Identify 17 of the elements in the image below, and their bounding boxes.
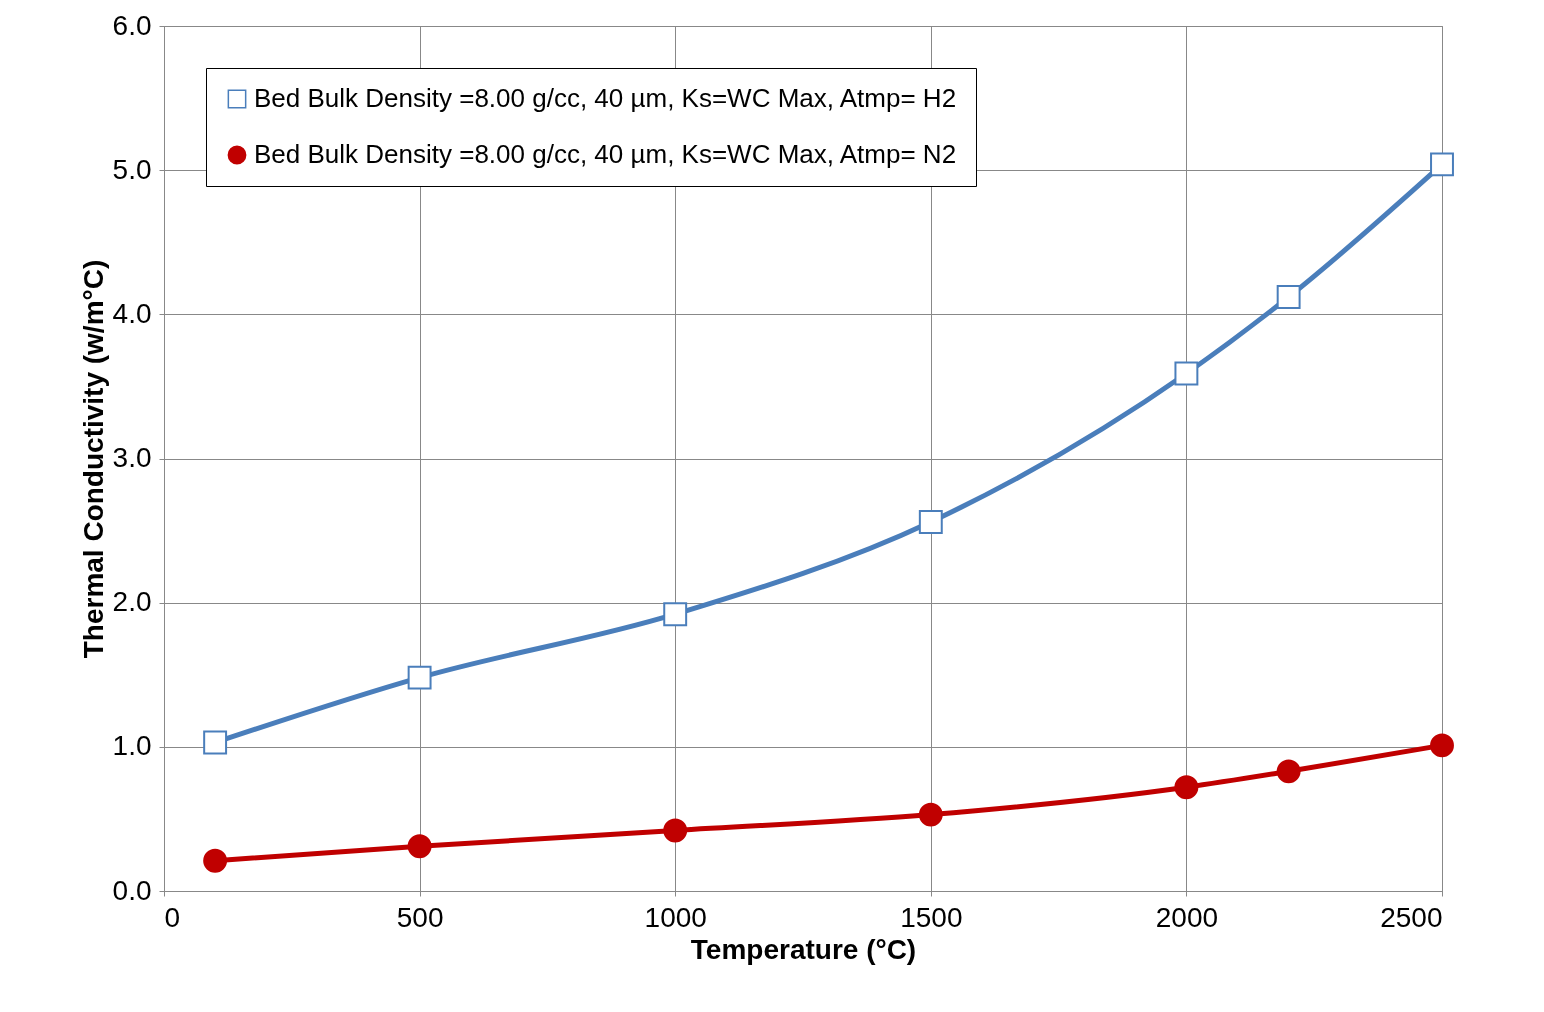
y-tick-label: 3.0 <box>112 442 152 473</box>
x-tick-label: 500 <box>396 901 444 933</box>
y-tick-label: 0.0 <box>112 874 152 906</box>
y-tick-label: 5.0 <box>112 153 152 185</box>
legend-label: Bed Bulk Density =8.00 g/cc, 40 µm, Ks=WC Max, Atmp= N2 <box>254 139 957 169</box>
y-tick-label: 4.0 <box>112 297 152 329</box>
legend-label: Bed Bulk Density =8.00 g/cc, 40 µm, Ks=WC Max, Atmp= H2 <box>254 83 957 113</box>
y-tick-label: 1.0 <box>112 730 152 762</box>
y-tick-label: 6.0 <box>112 9 152 41</box>
x-tick-label: 1000 <box>644 901 707 933</box>
y-tick-label: 2.0 <box>112 586 152 618</box>
x-axis-title: Temperature (°C) <box>690 933 917 965</box>
x-tick-label: 2000 <box>1155 901 1219 933</box>
x-tick-label: 2500 <box>1380 901 1443 933</box>
x-tick-label: 1500 <box>900 901 963 933</box>
y-axis-title: Thermal Conductivity (w/m°C) <box>77 259 109 659</box>
x-tick-label: 0 <box>164 901 181 933</box>
